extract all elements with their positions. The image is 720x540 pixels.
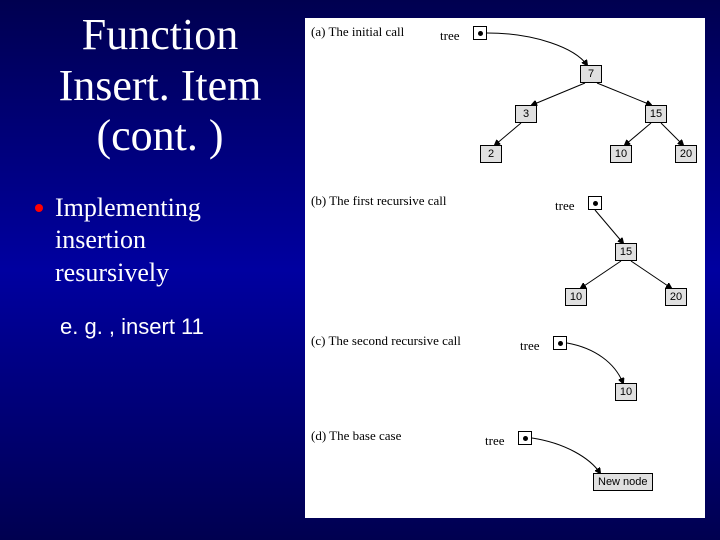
bullet-line-2: insertion: [55, 225, 146, 254]
panel-d-edges: [305, 18, 705, 518]
bullet-text: Implementing insertion resursively: [55, 192, 201, 290]
title-line-1: Function: [82, 10, 238, 59]
new-node-label: New node: [598, 476, 648, 488]
title-line-3: (cont. ): [96, 111, 223, 160]
slide-title: Function Insert. Item (cont. ): [30, 10, 290, 162]
bullet-dot-icon: [35, 204, 43, 212]
diagram-figure: (a) The initial call tree 7 3 15 2 10 20…: [305, 18, 705, 518]
text-column: Function Insert. Item (cont. ) Implement…: [30, 10, 290, 340]
node-d-new: New node: [593, 473, 653, 491]
example-text: e. g. , insert 11: [60, 314, 290, 340]
title-line-2: Insert. Item: [59, 61, 262, 110]
bullet-line-1: Implementing: [55, 193, 201, 222]
bullet-item: Implementing insertion resursively: [35, 192, 290, 290]
bullet-line-3: resursively: [55, 258, 169, 287]
